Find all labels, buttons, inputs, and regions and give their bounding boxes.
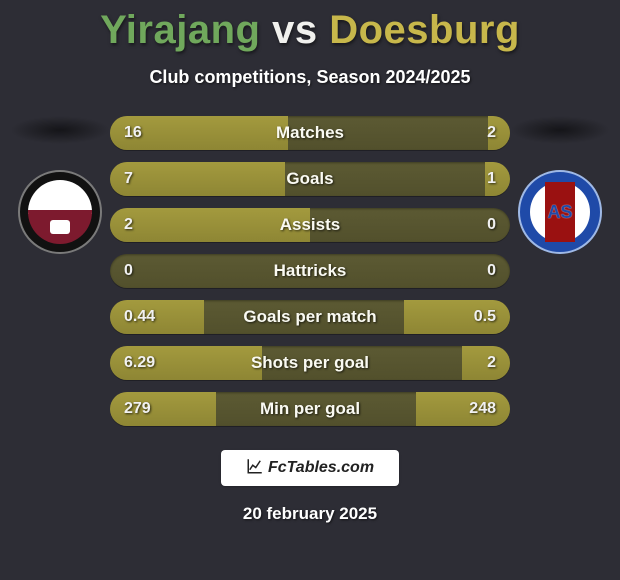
subtitle: Club competitions, Season 2024/2025: [0, 67, 620, 88]
stat-row: 00Hattricks: [110, 254, 510, 288]
stat-label: Goals: [110, 162, 510, 196]
vs-text: vs: [272, 8, 318, 52]
stat-row: 162Matches: [110, 116, 510, 150]
stat-label: Min per goal: [110, 392, 510, 426]
brand-badge[interactable]: FcTables.com: [221, 450, 399, 486]
stat-label: Assists: [110, 208, 510, 242]
date-text: 20 february 2025: [0, 504, 620, 524]
stat-label: Goals per match: [110, 300, 510, 334]
page-title: Yirajang vs Doesburg: [0, 0, 620, 53]
content-area: AS 162Matches 71Goals 20Assists 00Hattricks…: [0, 116, 620, 446]
player-b-name: Doesburg: [329, 8, 520, 52]
chart-icon: [246, 457, 264, 480]
stat-row: 6.292Shots per goal: [110, 346, 510, 380]
stat-label: Shots per goal: [110, 346, 510, 380]
logo-shadow-right: [510, 116, 610, 144]
logo-shadow-left: [10, 116, 110, 144]
stat-row: 20Assists: [110, 208, 510, 242]
team-logo-b: AS: [518, 170, 602, 254]
team-logo-a: [18, 170, 102, 254]
player-a-name: Yirajang: [100, 8, 260, 52]
stats-bars: 162Matches 71Goals 20Assists 00Hattricks 0.4…: [110, 116, 510, 438]
stat-label: Matches: [110, 116, 510, 150]
stat-row: 279248Min per goal: [110, 392, 510, 426]
stat-label: Hattricks: [110, 254, 510, 288]
stat-row: 71Goals: [110, 162, 510, 196]
stat-row: 0.440.5Goals per match: [110, 300, 510, 334]
brand-text: FcTables.com: [268, 459, 374, 477]
